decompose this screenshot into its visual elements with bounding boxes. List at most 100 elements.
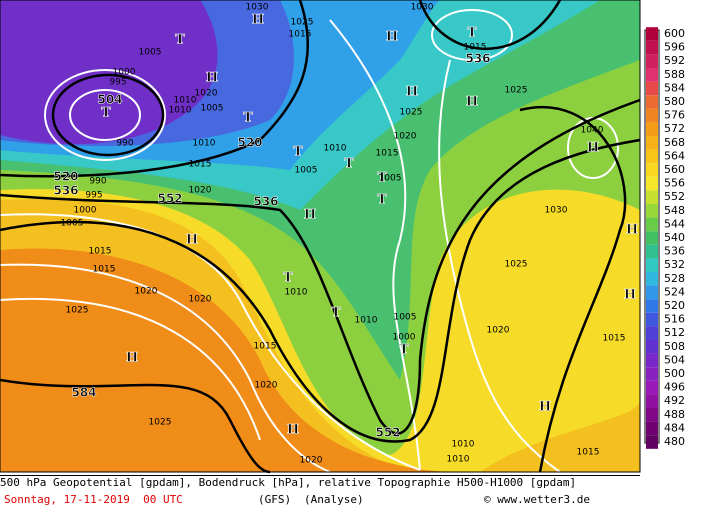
scale-swatch <box>646 217 658 232</box>
scale-swatch <box>646 190 658 204</box>
scale-label: 568 <box>664 136 685 149</box>
pressure-center: H <box>126 351 138 366</box>
pressure-center: T <box>377 171 387 186</box>
pressure-center: T <box>344 157 354 172</box>
scale-swatch <box>646 299 658 313</box>
scale-swatch <box>646 340 658 354</box>
isobar-label: 1015 <box>89 247 112 257</box>
scale-label: 576 <box>664 109 685 122</box>
scale-label: 496 <box>664 381 685 394</box>
scale-swatch <box>646 421 658 436</box>
isobar-label: 1020 <box>394 132 417 142</box>
isobar-label: 1010 <box>447 455 470 465</box>
isobar-label: 1005 <box>201 104 224 114</box>
isobar-label: 990 <box>89 177 106 187</box>
isobar-label: 1025 <box>400 108 423 118</box>
footer-description: 500 hPa Geopotential [gpdam], Bodendruck… <box>0 475 640 492</box>
pressure-center: H <box>386 30 398 45</box>
scale-swatch <box>646 353 658 368</box>
map-frame <box>0 0 641 473</box>
pressure-center: H <box>626 223 638 238</box>
isobar-label: 1000 <box>393 333 416 343</box>
scale-label: 556 <box>664 177 685 190</box>
isobar-label: 1020 <box>487 326 510 336</box>
isobar-label: 1015 <box>289 30 312 40</box>
scale-swatch <box>646 68 658 82</box>
scale-swatch <box>646 312 658 327</box>
pressure-center: T <box>243 111 253 126</box>
pressure-center: H <box>186 233 198 248</box>
pressure-center: H <box>624 288 636 303</box>
scale-swatch <box>646 204 658 218</box>
scale-label: 524 <box>664 285 685 298</box>
isobar-label: 1015 <box>577 448 600 458</box>
pressure-center: H <box>539 400 551 415</box>
geopotential-label: 552 <box>375 426 400 440</box>
scale-swatch <box>646 244 658 259</box>
isobar-label: 1020 <box>189 186 212 196</box>
isobar-label: 1000 <box>74 206 97 216</box>
pressure-center: H <box>587 141 599 156</box>
pressure-center: H <box>206 71 218 86</box>
isobar-label: 1005 <box>295 166 318 176</box>
isobar-label: 1010 <box>452 440 475 450</box>
geopotential-label: 536 <box>253 195 278 209</box>
isobar-label: 1010 <box>169 106 192 116</box>
isobar-label: 1005 <box>61 219 84 229</box>
scale-label: 580 <box>664 95 685 108</box>
isobar-label: 1030 <box>246 3 269 13</box>
scale-swatch <box>646 380 658 395</box>
isobar-label: 1025 <box>505 86 528 96</box>
isobar-label: 1020 <box>135 287 158 297</box>
scale-label: 544 <box>664 217 685 230</box>
isobar-label: 1020 <box>189 295 212 305</box>
isobar-label: 1010 <box>174 96 197 106</box>
geopotential-label: 536 <box>465 52 490 66</box>
pressure-center: T <box>175 33 185 48</box>
scale-label: 596 <box>664 41 685 54</box>
isobar-label: 1015 <box>189 160 212 170</box>
scale-label: 600 <box>664 27 685 40</box>
footer-date: Sonntag, 17-11-2019 00 UTC <box>4 493 183 506</box>
scale-label: 516 <box>664 313 685 326</box>
isobar-label: 995 <box>85 191 102 201</box>
isobar-label: 1020 <box>195 89 218 99</box>
isobar-label: 1030 <box>411 3 434 13</box>
footer-run: (Analyse) <box>304 493 364 506</box>
scale-swatch <box>646 272 658 286</box>
isobar-label: 1010 <box>355 316 378 326</box>
scale-swatch <box>646 81 658 96</box>
isobar-label: 1025 <box>505 260 528 270</box>
scale-swatch <box>646 394 658 408</box>
scale-swatch <box>646 163 658 177</box>
isobar-label: 1010 <box>285 288 308 298</box>
isobars <box>0 9 619 473</box>
isobar-label: 1020 <box>300 456 323 466</box>
scale-label: 584 <box>664 81 685 94</box>
isobar-label: 1010 <box>193 139 216 149</box>
scale-label: 548 <box>664 204 685 217</box>
isobar-label: 1005 <box>139 48 162 58</box>
scale-swatch <box>646 231 658 245</box>
geopotential-label: 520 <box>53 170 78 184</box>
geopotential-label: 520 <box>237 136 262 150</box>
scale-swatch <box>646 54 658 68</box>
scale-label: 508 <box>664 340 685 353</box>
scale-label: 552 <box>664 190 685 203</box>
scale-label: 520 <box>664 299 685 312</box>
scale-label: 500 <box>664 367 685 380</box>
pressure-center: T <box>467 26 477 41</box>
isobar-label: 1020 <box>255 381 278 391</box>
scale-label: 536 <box>664 245 685 258</box>
scale-swatch <box>646 367 658 381</box>
isobar-label: 1025 <box>291 18 314 28</box>
scale-swatch <box>646 285 658 300</box>
scale-label: 532 <box>664 258 685 271</box>
isobar-label: 1025 <box>66 306 89 316</box>
isobar-label: 1015 <box>603 334 626 344</box>
scale-swatch <box>646 326 658 340</box>
pressure-center: T <box>331 306 341 321</box>
scale-swatch <box>646 40 658 55</box>
